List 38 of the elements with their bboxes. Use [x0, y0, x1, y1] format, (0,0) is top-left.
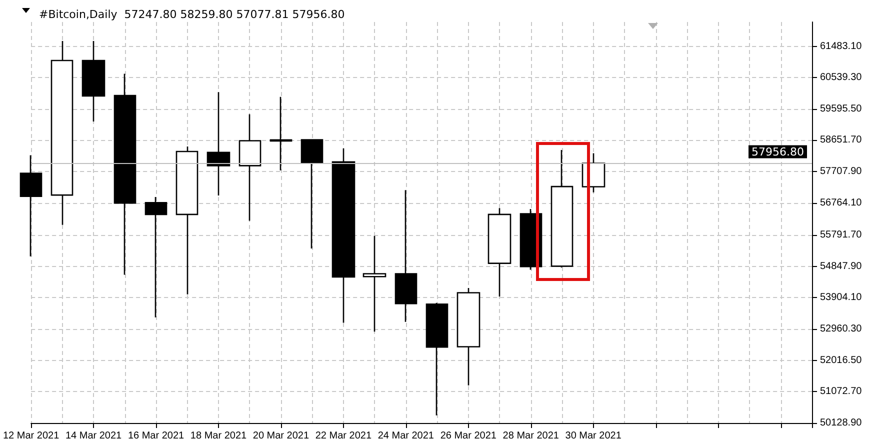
y-tick-label: 50128.90	[820, 418, 862, 428]
candlestick	[82, 40, 106, 122]
x-tick-label: 12 Mar 2021	[2, 430, 60, 442]
y-tick-label: 61483.10	[820, 40, 862, 52]
candlestick	[300, 138, 324, 250]
candlestick	[362, 235, 386, 332]
x-tick-label: 26 Mar 2021	[440, 430, 497, 442]
candlestick	[20, 154, 42, 258]
y-tick-label: 53904.10	[820, 292, 862, 304]
y-tick-label: 54847.90	[820, 260, 862, 272]
y-tick-label: 58651.70	[820, 134, 862, 146]
x-tick-label: 16 Mar 2021	[128, 430, 185, 442]
candlestick	[238, 114, 262, 222]
candlestick	[426, 302, 448, 416]
y-tick-label: 55791.70	[820, 230, 862, 241]
candlestick	[144, 196, 168, 318]
x-tick-label: 28 Mar 2021	[502, 430, 560, 442]
x-tick-label: 20 Mar 2021	[252, 430, 310, 442]
y-tick-label: 51072.70	[820, 386, 862, 398]
x-tick-label: 30 Mar 2021	[565, 430, 622, 442]
ref-line-label: 57956.80	[752, 145, 804, 158]
y-tick-label: 52960.30	[820, 324, 862, 335]
x-tick-label: 14 Mar 2021	[65, 430, 122, 442]
candlestick	[270, 96, 292, 172]
candlestick	[550, 149, 574, 268]
y-tick-label: 56764.10	[820, 197, 862, 208]
chart-title: #Bitcoin,Daily 57247.80 58259.80 57077.81 57956.80	[39, 8, 345, 21]
candlestick	[488, 207, 512, 298]
x-tick-label: 18 Mar 2021	[190, 430, 248, 442]
y-tick-label: 52016.50	[820, 354, 862, 366]
x-tick-label: 24 Mar 2021	[378, 430, 434, 442]
candlestick	[394, 189, 418, 322]
y-tick-label: 59595.50	[820, 103, 862, 114]
candlestick	[206, 91, 230, 196]
y-tick-label: 60539.30	[820, 72, 862, 84]
candlestick	[456, 287, 480, 386]
x-tick-label: 22 Mar 2021	[315, 430, 372, 442]
y-tick-label: 57707.90	[820, 166, 862, 178]
